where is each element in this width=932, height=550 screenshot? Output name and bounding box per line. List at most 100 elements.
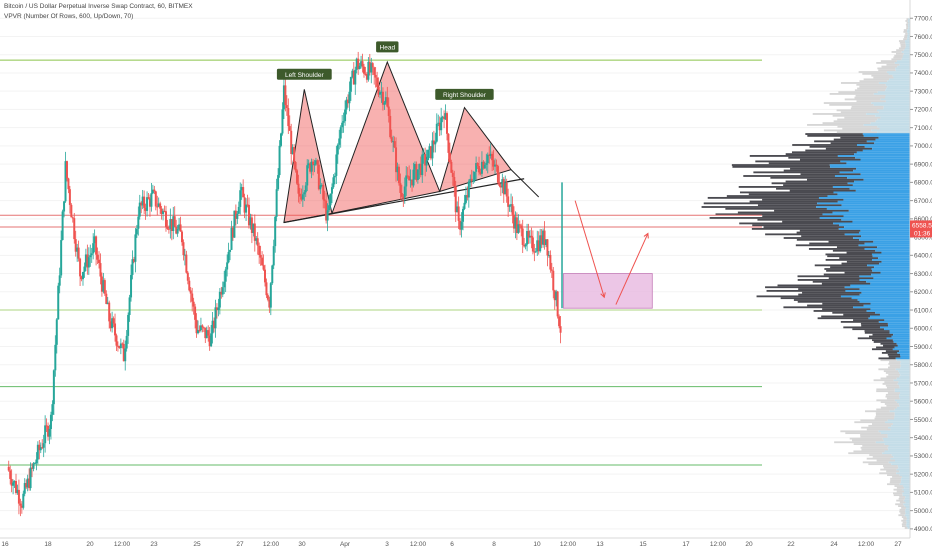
volume-profile-row-down — [878, 320, 910, 323]
candle-body — [202, 327, 205, 329]
volume-profile-row-down — [857, 299, 910, 301]
volume-profile-row-up — [860, 322, 888, 325]
volume-profile-row-up — [871, 74, 893, 77]
volume-profile-row-up — [837, 118, 878, 121]
volume-profile-row-down — [871, 102, 910, 104]
candle-body — [115, 335, 118, 346]
volume-profile-row-up — [885, 384, 900, 387]
volume-profile-row-down — [833, 222, 910, 225]
candle-body — [84, 254, 87, 267]
volume-profile-row-up — [892, 475, 902, 478]
volume-profile-row-down — [894, 417, 910, 420]
candle-body — [459, 220, 462, 230]
candle-body — [33, 463, 36, 465]
volume-profile-row-down — [894, 415, 910, 418]
volume-profile-row-down — [844, 226, 910, 228]
volume-profile-row-down — [872, 147, 910, 150]
candle-body — [119, 343, 122, 349]
volume-profile-row-up — [701, 206, 817, 208]
candle-body — [45, 425, 48, 427]
volume-profile-row-up — [788, 156, 856, 159]
volume-profile-row-down — [904, 490, 910, 493]
volume-profile-row-down — [870, 308, 910, 311]
candle-body — [457, 206, 460, 221]
volume-profile-row-down — [892, 339, 910, 342]
candle-body — [545, 239, 547, 245]
candle-body — [349, 77, 352, 92]
volume-profile-row-up — [883, 466, 899, 469]
time-tick-label: 27 — [236, 541, 244, 548]
volume-profile-row-up — [878, 69, 896, 72]
volume-profile-row-down — [873, 103, 910, 106]
candle-body — [105, 293, 108, 305]
candle-body — [290, 130, 293, 155]
volume-profile-row-down — [905, 41, 910, 44]
volume-profile-row-down — [903, 49, 910, 52]
candle-body — [469, 178, 472, 182]
volume-profile-row-up — [860, 446, 888, 449]
candle-body — [518, 224, 521, 226]
candle-body — [482, 161, 485, 169]
candle-body — [198, 329, 201, 331]
volume-profile-row-down — [899, 483, 910, 486]
price-tick-label: 5900.0 — [914, 344, 932, 351]
candle-body — [231, 227, 234, 238]
volume-profile-row-down — [905, 496, 910, 498]
volume-profile-row-down — [887, 446, 910, 449]
candle-body — [116, 345, 119, 347]
volume-profile-row-down — [837, 200, 910, 203]
volume-profile-row-down — [894, 412, 910, 414]
volume-profile-row-down — [894, 346, 910, 349]
candle-body — [92, 243, 95, 254]
candle-body — [157, 203, 160, 207]
volume-profile-row-down — [899, 372, 910, 374]
candle-body — [266, 295, 269, 300]
candle-body — [213, 320, 216, 329]
price-tick-label: 4900.0 — [914, 526, 932, 533]
volume-profile-row-up — [844, 116, 881, 119]
volume-profile-row-down — [885, 100, 910, 103]
volume-profile-row-down — [849, 187, 910, 190]
volume-profile-row-up — [791, 151, 857, 154]
time-tick-label: 12:00 — [263, 541, 280, 548]
volume-profile-row-up — [833, 138, 876, 141]
volume-profile-row-down — [903, 503, 910, 506]
candle-body — [39, 447, 42, 451]
volume-profile-row-up — [848, 452, 883, 455]
candle-body — [144, 207, 147, 211]
volume-profile-row-down — [889, 78, 910, 81]
volume-profile-row-down — [859, 279, 910, 281]
candle-body — [16, 489, 19, 493]
volume-profile-row-down — [902, 56, 910, 59]
volume-profile-row-up — [802, 291, 862, 294]
volume-profile-row-down — [854, 153, 910, 156]
volume-profile-row-down — [888, 448, 910, 451]
candle-body — [223, 281, 226, 288]
candle-body — [344, 109, 347, 122]
volume-profile-row-up — [739, 222, 834, 225]
volume-profile-row-up — [864, 330, 890, 332]
symbol-title: Bitcoin / US Dollar Perpetual Inverse Sw… — [4, 3, 193, 10]
candle-body — [271, 265, 274, 284]
volume-profile-row-down — [908, 23, 910, 26]
candle-body — [99, 263, 102, 277]
candle-body — [38, 444, 41, 451]
volume-profile-row-down — [902, 492, 910, 495]
volume-profile-row-up — [901, 506, 907, 509]
volume-profile-row-up — [833, 120, 876, 123]
candle-body — [403, 186, 406, 198]
volume-profile-row-down — [867, 264, 910, 267]
candle-body — [421, 154, 424, 176]
volume-profile-row-down — [901, 51, 910, 53]
candle-body — [13, 481, 16, 483]
volume-profile-row-down — [877, 125, 910, 128]
candle-body — [176, 228, 179, 234]
candle-body — [559, 326, 562, 333]
candle-body — [131, 259, 134, 275]
time-tick-label: 3 — [385, 541, 389, 548]
volume-profile-row-up — [838, 91, 878, 94]
volume-profile-row-up — [872, 339, 893, 342]
volume-profile-row-up — [868, 335, 892, 338]
candle-body — [246, 204, 249, 206]
